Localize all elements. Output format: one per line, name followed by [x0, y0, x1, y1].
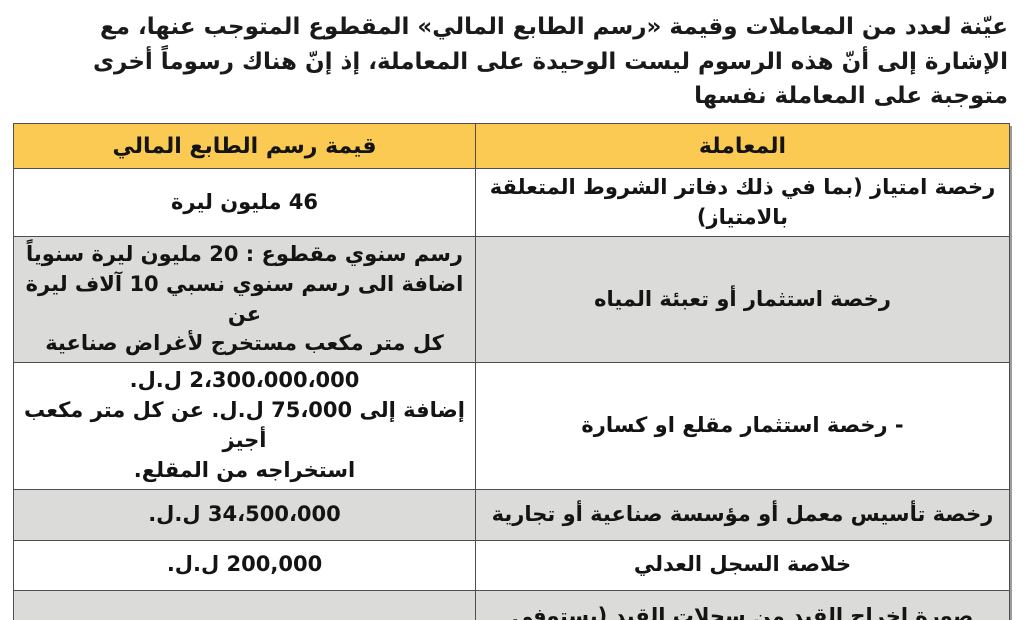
fee-table-body: رخصة امتياز (بما في ذلك دفاتر الشروط الم…	[13, 168, 1010, 620]
column-header-transaction: المعاملة	[475, 123, 1010, 169]
transaction-cell: صورة إخراج القيد من سجلات القيد (يستوفى …	[475, 589, 1010, 620]
table-row: رخصة امتياز (بما في ذلك دفاتر الشروط الم…	[13, 168, 1010, 237]
table-row: - رخصة استثمار مقلع او كسارة 2،300،000،00…	[13, 362, 1010, 490]
stamp-fee-value-cell: 34،500،000 ل.ل.	[13, 488, 476, 541]
transaction-cell: رخصة امتياز (بما في ذلك دفاتر الشروط الم…	[475, 168, 1010, 237]
table-row: صورة إخراج القيد من سجلات القيد (يستوفى …	[13, 589, 1010, 620]
intro-paragraph: عيّنة لعدد من المعاملات وقيمة «رسم الطاب…	[92, 14, 1008, 109]
table-row: رخصة استثمار أو تعبئة المياه رسم سنوي مقط…	[13, 235, 1010, 364]
table-row: خلاصة السجل العدلي 200,000 ل.ل.	[13, 539, 1010, 591]
stamp-fee-table: المعاملة قيمة رسم الطابع المالي رخصة امت…	[13, 123, 1010, 620]
stamp-fee-value-cell: 2،300،000،000 ل.ل. إضافة إلى 75،000 ل.ل.…	[13, 362, 476, 490]
stamp-fee-value-cell: 200,000 ل.ل.	[13, 539, 476, 591]
table-row: رخصة تأسيس معمل أو مؤسسة صناعية أو تجاري…	[13, 488, 1010, 541]
stamp-fee-value-cell: رسم سنوي مقطوع : 20 مليون ليرة سنوياً اض…	[13, 235, 476, 364]
column-header-stamp-fee-value: قيمة رسم الطابع المالي	[13, 123, 476, 169]
transaction-cell: - رخصة استثمار مقلع او كسارة	[475, 362, 1010, 490]
stamp-fee-value-cell: 400،000 ل.ل.	[13, 589, 476, 620]
transaction-cell: رخصة تأسيس معمل أو مؤسسة صناعية أو تجاري…	[475, 488, 1010, 541]
transaction-cell: رخصة استثمار أو تعبئة المياه	[475, 235, 1010, 364]
table-header-row: المعاملة قيمة رسم الطابع المالي	[13, 123, 1010, 169]
document-page: عيّنة لعدد من المعاملات وقيمة «رسم الطاب…	[0, 10, 1024, 620]
stamp-fee-value-cell: 46 مليون ليرة	[13, 168, 476, 237]
transaction-cell: خلاصة السجل العدلي	[475, 539, 1010, 591]
